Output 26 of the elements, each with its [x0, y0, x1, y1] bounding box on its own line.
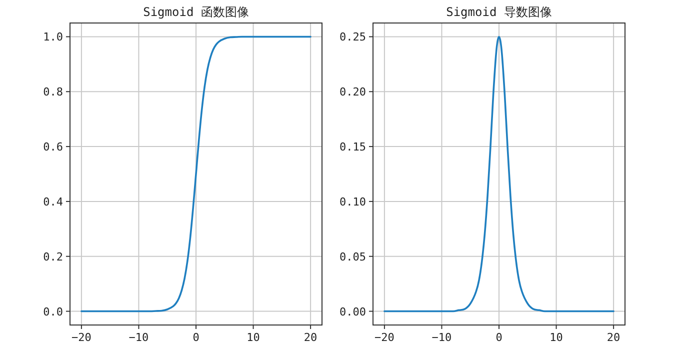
y-tick-label: 0.05: [340, 250, 366, 264]
x-tick-label: −20: [72, 331, 92, 344]
x-tick-label: 0: [192, 331, 200, 344]
y-tick-label: 0.00: [340, 305, 366, 318]
y-tick-label: 0.20: [340, 86, 366, 99]
y-tick-label: 0.15: [340, 140, 366, 154]
x-tick-label: −10: [432, 331, 452, 344]
x-tick-label: 20: [606, 331, 620, 344]
y-tick-label: 0.25: [340, 30, 366, 44]
x-tick-label: 10: [246, 331, 260, 344]
y-tick-label: 0.0: [43, 305, 63, 318]
y-tick-label: 0.10: [340, 195, 366, 208]
x-tick-label: −10: [128, 331, 149, 344]
x-tick-label: −20: [374, 331, 394, 344]
line-series: [80, 36, 312, 312]
y-tick-label: 0.4: [43, 195, 64, 208]
y-tick-label: 0.2: [43, 250, 63, 264]
chart-title: Sigmoid 导数图像: [446, 5, 552, 19]
chart-title: Sigmoid 函数图像: [143, 5, 249, 19]
y-tick-label: 1.0: [43, 30, 63, 44]
y-tick-label: 0.8: [43, 86, 63, 99]
x-tick-label: 10: [550, 331, 563, 344]
line-series: [384, 36, 614, 312]
x-tick-label: 0: [496, 331, 502, 344]
y-tick-label: 0.6: [43, 140, 63, 154]
x-tick-label: 20: [304, 331, 318, 344]
